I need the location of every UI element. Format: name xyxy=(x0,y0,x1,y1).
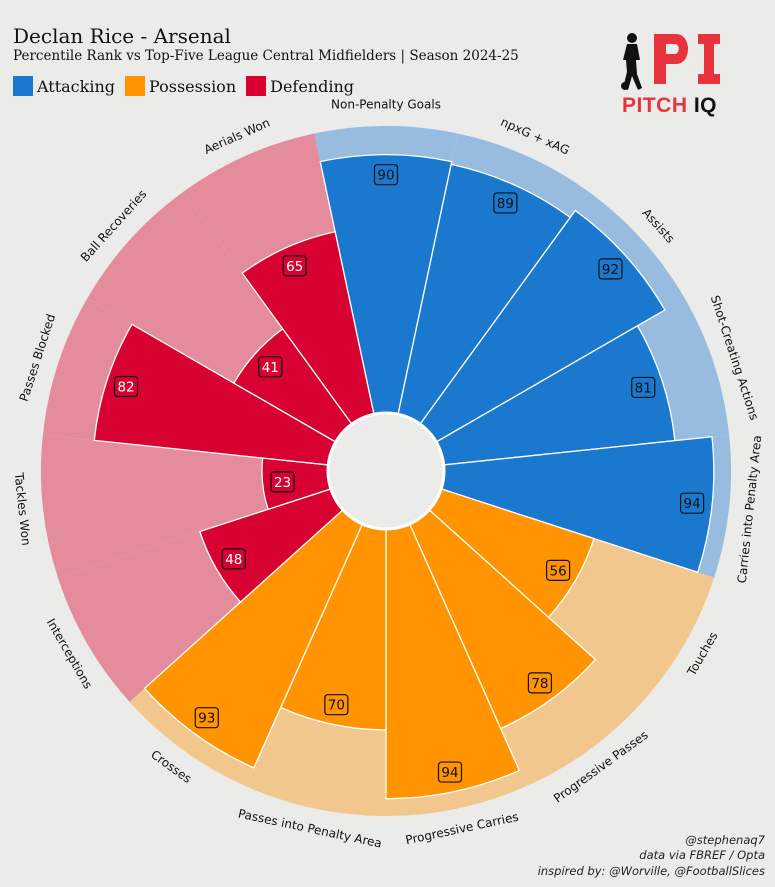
logo-wordmark: PITCH IQ xyxy=(622,94,717,118)
value-label-progressive-carries: 94 xyxy=(437,761,463,783)
value-box-ball-recoveries xyxy=(258,356,283,378)
value-box-passes-into-penalty-area xyxy=(324,694,349,716)
legend-item-possession: Possession xyxy=(125,76,236,96)
value-box-progressive-carries xyxy=(437,761,463,783)
logo-pi-mark xyxy=(654,34,720,84)
legend-label-defending: Defending xyxy=(270,76,355,96)
center-hub xyxy=(326,411,446,531)
value-text-touches: 56 xyxy=(550,563,567,579)
value-text-passes-blocked: 82 xyxy=(117,380,134,396)
value-label-tackles-won: 23 xyxy=(270,471,295,493)
value-text-shot-creating-actions: 81 xyxy=(635,380,652,396)
value-label-passes-into-penalty-area: 70 xyxy=(324,694,349,716)
metric-label-touches: Touches xyxy=(684,629,721,679)
value-label-crosses: 93 xyxy=(194,707,219,729)
credit-source: data via FBREF / Opta xyxy=(639,848,765,862)
value-box-assists xyxy=(598,258,623,280)
value-label-ball-recoveries: 41 xyxy=(258,356,283,378)
value-text-aerials-won: 65 xyxy=(286,259,303,275)
metric-label-progressive-carries: Progressive Carries xyxy=(404,810,520,848)
value-box-tackles-won xyxy=(270,471,295,493)
chart-subtitle: Percentile Rank vs Top-Five League Centr… xyxy=(13,48,519,64)
logo-text-iq: IQ xyxy=(693,94,718,117)
value-text-assists: 92 xyxy=(602,262,619,278)
legend-swatch-attacking xyxy=(13,76,33,96)
value-label-shot-creating-actions: 81 xyxy=(631,376,656,399)
value-box-npxg-xag xyxy=(493,192,518,214)
value-text-crosses: 93 xyxy=(198,711,215,727)
value-box-progressive-passes xyxy=(527,672,553,694)
credit-author: @stephenaq7 xyxy=(685,832,765,847)
legend-label-attacking: Attacking xyxy=(37,76,115,96)
metric-label-tackles-won: Tackles Won xyxy=(12,471,34,546)
value-label-progressive-passes: 78 xyxy=(527,672,553,694)
chart-title: Declan Rice - Arsenal xyxy=(13,24,231,48)
credits: @stephenaq7 data via FBREF / Opta inspir… xyxy=(538,833,765,880)
bg-wedge-tackles-won xyxy=(40,434,331,578)
metric-label-carries-into-penalty-area: Carries into Penalty Area xyxy=(735,435,764,584)
value-text-progressive-carries: 94 xyxy=(441,765,458,781)
legend-item-defending: Defending xyxy=(246,76,354,96)
value-label-interceptions: 48 xyxy=(221,548,246,570)
legend-swatch-defending xyxy=(246,76,267,96)
metric-label-non-penalty-goals: Non-Penalty Goals xyxy=(331,98,441,112)
logo-text-pitch: PITCH xyxy=(622,94,688,117)
value-label-non-penalty-goals: 90 xyxy=(373,164,399,186)
value-text-carries-into-penalty-area: 94 xyxy=(684,496,701,512)
value-label-npxg-xag: 89 xyxy=(493,192,518,214)
footballer-silhouette-icon xyxy=(621,33,642,90)
value-label-touches: 56 xyxy=(545,559,571,581)
value-text-non-penalty-goals: 90 xyxy=(377,168,394,184)
value-box-shot-creating-actions xyxy=(631,376,656,399)
legend-label-possession: Possession xyxy=(149,76,237,96)
value-box-interceptions xyxy=(221,548,246,570)
value-label-assists: 92 xyxy=(598,258,623,280)
value-box-non-penalty-goals xyxy=(373,164,399,186)
value-box-carries-into-penalty-area xyxy=(679,492,705,514)
value-text-npxg-xag: 89 xyxy=(497,196,514,212)
metric-label-crosses: Crosses xyxy=(148,747,194,786)
legend: Attacking Possession Defending xyxy=(13,76,364,96)
value-text-passes-into-penalty-area: 70 xyxy=(328,698,345,714)
metric-label-assists: Assists xyxy=(639,206,677,246)
value-label-carries-into-penalty-area: 94 xyxy=(679,492,705,514)
legend-item-attacking: Attacking xyxy=(13,76,115,96)
value-box-aerials-won xyxy=(282,255,307,277)
value-text-ball-recoveries: 41 xyxy=(262,360,279,376)
value-labels: 90 89 92 81 94 56 78 94 70 93 48 23 82 41 65 xyxy=(113,164,705,783)
value-text-interceptions: 48 xyxy=(225,552,242,568)
value-box-passes-blocked xyxy=(113,375,139,398)
value-text-tackles-won: 23 xyxy=(274,475,291,491)
value-label-aerials-won: 65 xyxy=(282,255,307,277)
credit-inspiration: inspired by: @Worville, @FootballSlices xyxy=(537,863,765,878)
value-box-crosses xyxy=(194,707,219,729)
value-label-passes-blocked: 82 xyxy=(113,375,139,398)
value-text-progressive-passes: 78 xyxy=(531,676,548,692)
legend-swatch-possession xyxy=(125,76,145,96)
pitch-iq-logo xyxy=(621,33,720,90)
value-box-touches xyxy=(545,559,571,581)
